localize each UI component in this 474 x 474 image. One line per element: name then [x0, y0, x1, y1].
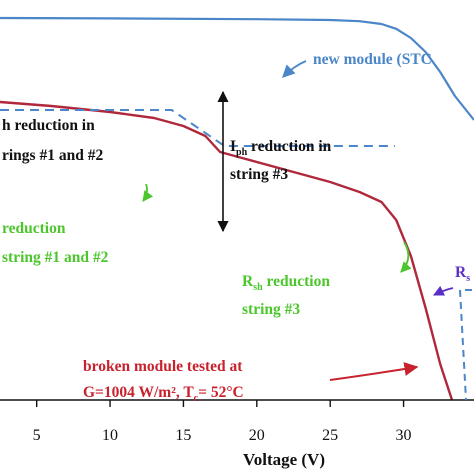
rsh-strings-arrow: [142, 183, 154, 202]
x-tick-layer: 5 10 15 20 25 30: [33, 400, 412, 444]
broken-module-arrow: [329, 362, 419, 381]
new-module-curve: [0, 16, 474, 121]
rsh-strings-label-line2: string #1 and #2: [2, 249, 109, 266]
rs-arrow: [433, 285, 454, 296]
iph-string3-label: Iph reduction in: [230, 138, 332, 158]
new-module-label: new module (STC: [313, 51, 432, 68]
x-tick-label: 15: [175, 427, 191, 444]
x-tick-label: 5: [33, 427, 41, 444]
rs-label: Rs: [455, 264, 470, 284]
x-tick-label: 30: [396, 427, 412, 444]
x-tick-label: 10: [102, 427, 118, 444]
broken-module-curve: [0, 100, 454, 401]
iph-strings-label-line2: rings #1 and #2: [2, 147, 103, 164]
iph-string3-label-line2: string #3: [230, 166, 288, 183]
broken-module-label-line1: broken module tested at: [83, 358, 243, 375]
series-layer: [0, 16, 474, 401]
rsh-string3-arrow: [400, 241, 412, 273]
iph-strings-label-line1: h reduction in: [2, 117, 95, 134]
rsh-string3-label: Rsh reduction: [242, 273, 330, 293]
broken-module-label-line2: G=1004 W/m², Tc= 52°C: [83, 384, 244, 404]
rsh-strings-label-line1: reduction: [2, 220, 66, 237]
x-axis-label: Voltage (V): [243, 450, 325, 469]
new-module-arrow: [282, 60, 307, 78]
rsh-string3-label-line2: string #3: [242, 301, 300, 318]
x-tick-label: 25: [322, 427, 338, 444]
ideal-step-dashed: [0, 109, 395, 147]
rs-dashed-bracket: [458, 289, 472, 401]
x-tick-label: 20: [249, 427, 265, 444]
